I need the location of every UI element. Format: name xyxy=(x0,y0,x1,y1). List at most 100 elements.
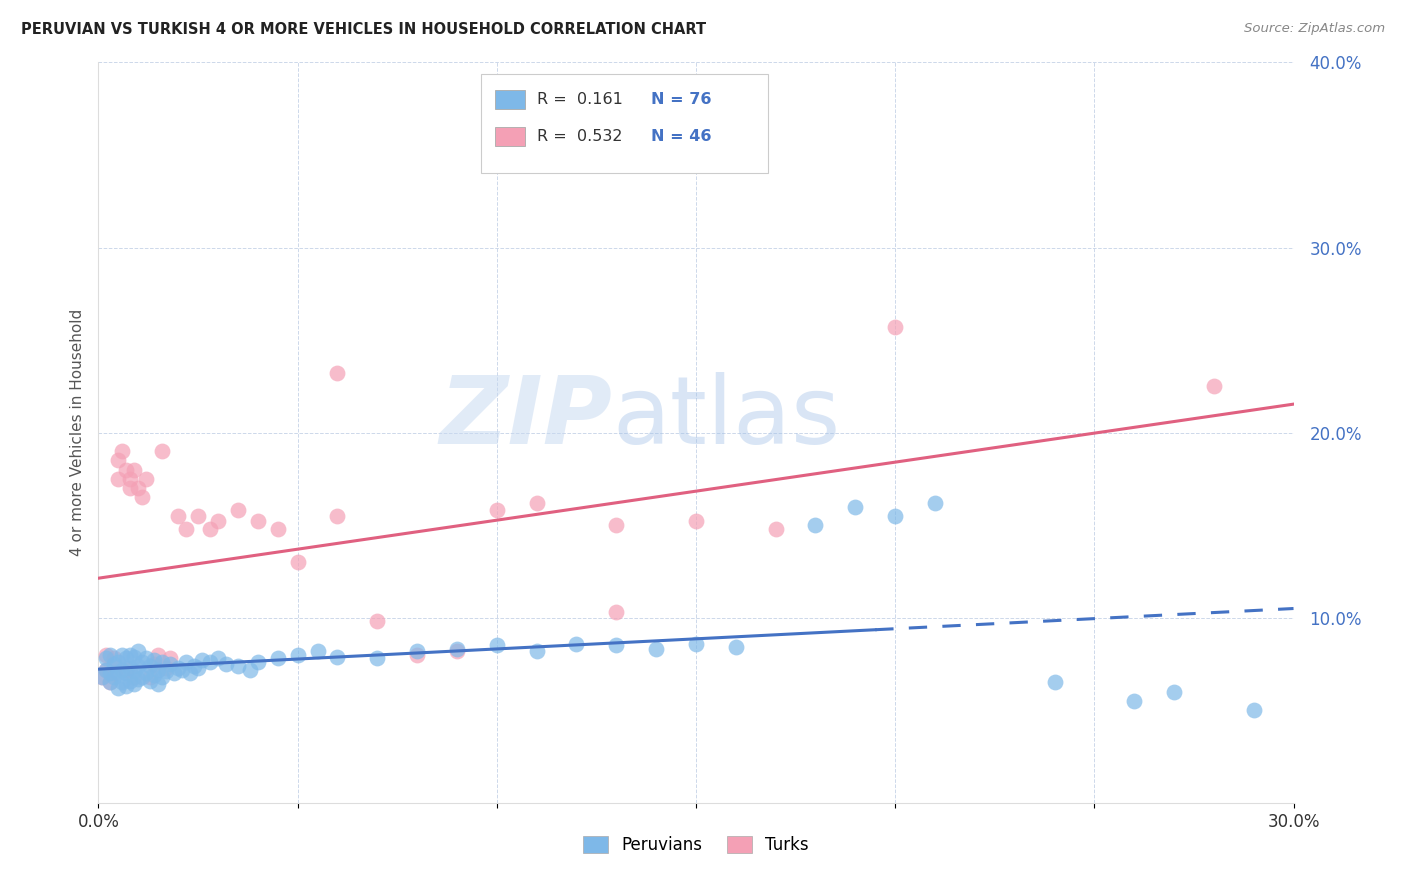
Text: atlas: atlas xyxy=(613,372,841,464)
Point xyxy=(139,658,162,673)
Point xyxy=(485,503,508,517)
Point xyxy=(198,655,221,669)
Point xyxy=(167,661,190,675)
Point xyxy=(159,657,181,671)
Point xyxy=(96,648,118,662)
Point xyxy=(124,677,146,691)
Point xyxy=(111,648,134,662)
Point xyxy=(267,522,290,536)
Point xyxy=(143,657,166,671)
Point xyxy=(115,666,138,681)
Point xyxy=(131,670,153,684)
Y-axis label: 4 or more Vehicles in Household: 4 or more Vehicles in Household xyxy=(69,309,84,557)
Point xyxy=(685,515,707,529)
Point xyxy=(246,655,269,669)
Point xyxy=(605,518,627,533)
Point xyxy=(96,663,118,677)
Point xyxy=(143,653,166,667)
FancyBboxPatch shape xyxy=(481,73,768,173)
Point xyxy=(120,661,142,675)
Point xyxy=(526,644,548,658)
Text: ZIP: ZIP xyxy=(440,372,613,464)
Point xyxy=(844,500,866,514)
Point xyxy=(91,670,114,684)
Point xyxy=(115,663,138,677)
Point xyxy=(159,651,181,665)
Point xyxy=(135,472,157,486)
Point xyxy=(120,481,142,495)
Text: N = 46: N = 46 xyxy=(651,129,711,144)
Point xyxy=(96,651,118,665)
Point xyxy=(107,655,129,669)
Point xyxy=(307,644,329,658)
Point xyxy=(446,644,468,658)
Point xyxy=(111,663,134,677)
Point xyxy=(163,666,186,681)
Point xyxy=(198,522,221,536)
Point xyxy=(150,670,173,684)
Point xyxy=(107,453,129,467)
Point xyxy=(446,642,468,657)
Point xyxy=(107,666,129,681)
Point xyxy=(120,673,142,688)
Point xyxy=(139,673,162,688)
Point xyxy=(167,508,190,523)
Point xyxy=(174,522,197,536)
Point xyxy=(226,503,249,517)
Point xyxy=(406,644,429,658)
Point xyxy=(565,637,588,651)
Point xyxy=(207,651,229,665)
Point xyxy=(131,491,153,505)
Point xyxy=(605,605,627,619)
Legend: Peruvians, Turks: Peruvians, Turks xyxy=(576,830,815,861)
Point xyxy=(326,508,349,523)
Point xyxy=(1163,685,1185,699)
Point xyxy=(131,655,153,669)
Point xyxy=(111,675,134,690)
Point xyxy=(135,666,157,681)
Point xyxy=(366,651,388,665)
Point xyxy=(148,648,170,662)
Point xyxy=(179,666,201,681)
Bar xyxy=(495,128,524,145)
Point xyxy=(605,639,627,653)
Text: Source: ZipAtlas.com: Source: ZipAtlas.com xyxy=(1244,22,1385,36)
Point xyxy=(135,651,157,665)
Point xyxy=(111,444,134,458)
Point xyxy=(155,665,177,679)
Point xyxy=(884,320,907,334)
Point xyxy=(124,462,146,476)
Point xyxy=(174,655,197,669)
Point xyxy=(685,637,707,651)
Point xyxy=(884,508,907,523)
Point xyxy=(98,675,122,690)
Point xyxy=(115,651,138,665)
Text: R =  0.532: R = 0.532 xyxy=(537,129,623,144)
Point xyxy=(226,658,249,673)
Point xyxy=(485,639,508,653)
Point xyxy=(207,515,229,529)
Point xyxy=(526,496,548,510)
Point xyxy=(148,677,170,691)
Point xyxy=(183,658,205,673)
Point xyxy=(239,663,262,677)
Point xyxy=(187,661,209,675)
Point xyxy=(187,508,209,523)
Point xyxy=(127,672,149,686)
Point xyxy=(98,666,122,681)
Point xyxy=(1123,694,1146,708)
Point xyxy=(326,649,349,664)
Point xyxy=(98,675,122,690)
Point xyxy=(155,661,177,675)
Point xyxy=(115,679,138,693)
Point xyxy=(124,665,146,679)
Point xyxy=(103,666,125,681)
Point xyxy=(103,651,125,665)
Point xyxy=(366,615,388,629)
Point xyxy=(107,472,129,486)
Point xyxy=(326,367,349,381)
Text: N = 76: N = 76 xyxy=(651,92,711,107)
Point xyxy=(124,670,146,684)
Point xyxy=(804,518,827,533)
Point xyxy=(98,648,122,662)
